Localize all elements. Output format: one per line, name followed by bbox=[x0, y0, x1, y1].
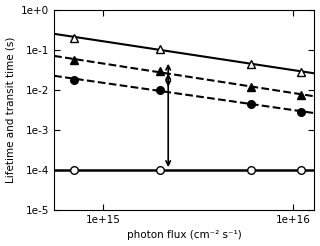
X-axis label: photon flux (cm⁻² s⁻¹): photon flux (cm⁻² s⁻¹) bbox=[127, 231, 242, 240]
Y-axis label: Lifetime and transit time (s): Lifetime and transit time (s) bbox=[5, 37, 16, 183]
